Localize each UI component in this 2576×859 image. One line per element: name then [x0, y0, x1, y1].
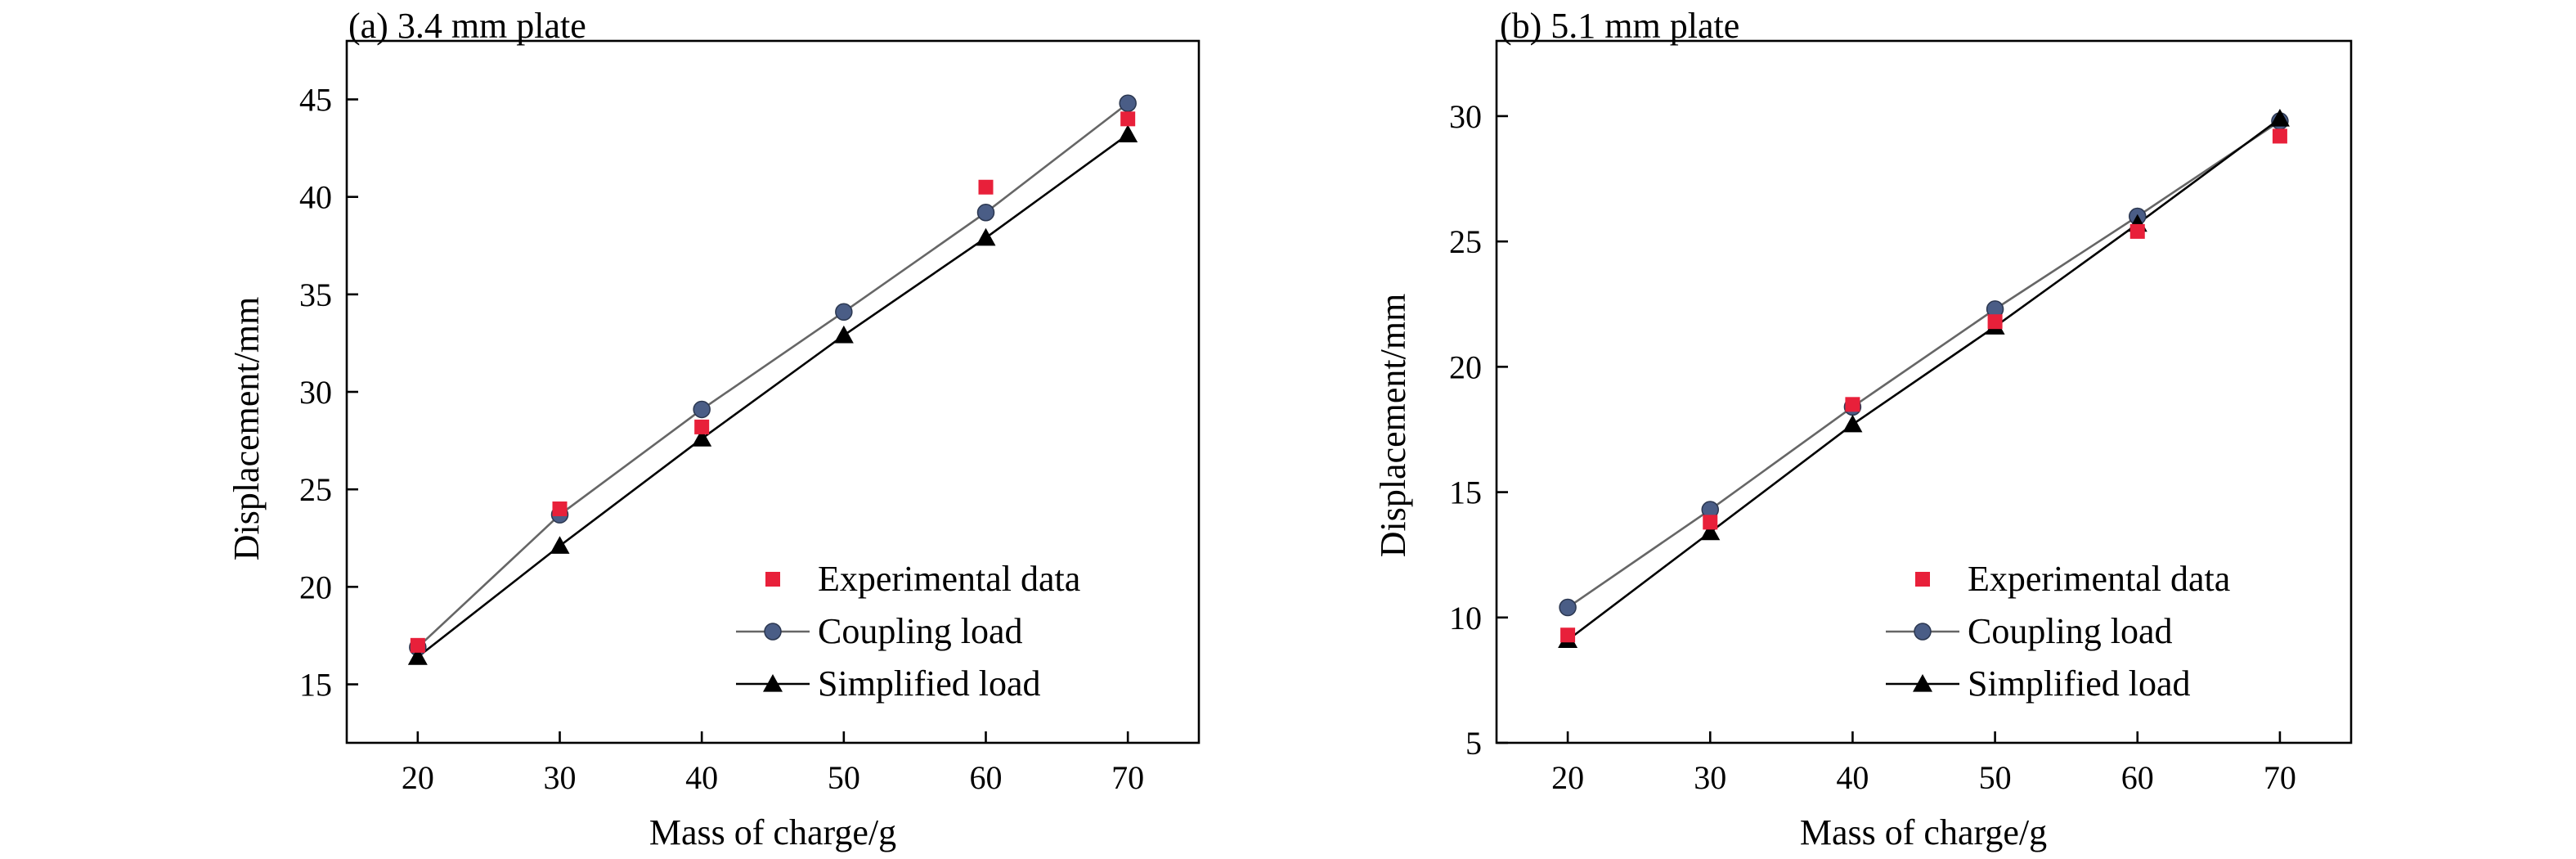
panel-b-coupling-load-line [1567, 119, 2281, 609]
panel-b-experimental-data-point [1987, 314, 2003, 330]
panel-b-title: (b) 5.1 mm plate [1500, 6, 1739, 46]
panel-a-x-tick-label: 70 [1111, 759, 1144, 796]
panel-a-legend-simplified-load-label: Simplified load [818, 663, 1041, 704]
panel-b-experimental-data-point [2272, 128, 2287, 144]
panel-a-simplified-load-point [833, 325, 854, 344]
panel-b-x-tick-label: 70 [2264, 759, 2296, 796]
panel-b-experimental-data-point [2129, 223, 2145, 239]
panel-b-legend-coupling-load-marker [1914, 623, 1932, 641]
panel-a-y-tick-label: 20 [299, 569, 332, 605]
panel-a-legend-coupling-load-label: Coupling load [818, 611, 1023, 651]
panel-a-coupling-load-point [976, 203, 995, 222]
panel-b-x-tick-label: 50 [1979, 759, 2012, 796]
panel-b-y-tick-label: 15 [1449, 474, 1482, 511]
panel-a-y-tick-label: 25 [299, 471, 332, 508]
panel-a-simplified-load-point [407, 647, 428, 665]
panel-a-title: (a) 3.4 mm plate [348, 6, 586, 46]
panel-b-x-tick-label: 60 [2121, 759, 2154, 796]
panel-a-simplified-load-line [417, 133, 1129, 659]
panel-b-y-tick-label: 30 [1449, 98, 1482, 135]
panel-b-frame [1495, 39, 2353, 744]
panel-b-simplified-load-line [1567, 117, 2281, 641]
panel-b-xlabel: Mass of charge/g [1800, 812, 2047, 852]
panel-a-legend-experimental-data-marker [765, 572, 780, 587]
panel-a-legend-simplified-load-marker [763, 674, 783, 692]
panel-b-legend-experimental-data-marker [1915, 572, 1930, 587]
panel-b-experimental-data-point [1560, 627, 1576, 643]
panel-a-experimental-data-point [1120, 111, 1136, 127]
panel-a-simplified-load-point [692, 429, 712, 447]
panel-a-xlabel: Mass of charge/g [649, 812, 896, 852]
panel-b-ylabel: Displacement/mm [1373, 294, 1413, 558]
panel-b-y-tick-label: 10 [1449, 600, 1482, 636]
panel-a-y-tick-label: 15 [299, 667, 332, 704]
panel-a-y-tick-label: 45 [299, 82, 332, 119]
panel-b-y-tick-label: 20 [1449, 349, 1482, 385]
panel-a-x-tick-label: 50 [828, 759, 860, 796]
panel-a-simplified-load-point [976, 227, 996, 246]
panel-b-experimental-data-point [1703, 515, 1718, 530]
panel-a-simplified-load-point [550, 536, 570, 554]
panel-b-legend-simplified-load-label: Simplified load [1968, 663, 2191, 704]
panel-b: (b) 5.1 mm plate Mass of charge/g Displa… [1373, 6, 2353, 852]
panel-a-coupling-load-line [416, 102, 1129, 649]
panel-a-legend-experimental-data-label: Experimental data [818, 559, 1080, 599]
panel-a-ylabel: Displacement/mm [227, 297, 267, 561]
panel-b-simplified-load-point [1700, 522, 1721, 541]
panel-b-x-tick-label: 20 [1551, 759, 1584, 796]
panel-a-experimental-data-point [410, 637, 425, 653]
panel-a-y-tick-label: 30 [299, 374, 332, 411]
panel-a-legend-coupling-load-marker [764, 623, 782, 641]
panel-a-simplified-load-point [1118, 124, 1138, 142]
panel-a-coupling-load-point [835, 303, 853, 322]
panel-a-coupling-load-point [693, 400, 711, 419]
panel-a-y-tick-label: 40 [299, 179, 332, 216]
panel-b-experimental-data-point [1845, 397, 1860, 412]
panel-a-experimental-data-point [978, 179, 994, 195]
panel-b-coupling-load-point [1559, 598, 1577, 617]
panel-b-x-tick-label: 40 [1836, 759, 1869, 796]
panel-b-y-tick-label: 5 [1465, 725, 1482, 762]
panel-b-legend-experimental-data-label: Experimental data [1968, 559, 2230, 599]
panel-a-x-tick-label: 20 [402, 759, 434, 796]
panel-b-y-tick-label: 25 [1449, 223, 1482, 260]
panel-a-x-tick-label: 30 [544, 759, 577, 796]
panel-b-simplified-load-point [1842, 414, 1863, 433]
panel-b-x-tick-label: 30 [1694, 759, 1726, 796]
panel-a: (a) 3.4 mm plate Mass of charge/g Displa… [227, 6, 1200, 852]
panel-a-x-tick-label: 60 [970, 759, 1003, 796]
panel-b-legend-coupling-load-label: Coupling load [1968, 611, 2173, 651]
panel-a-x-tick-label: 40 [685, 759, 718, 796]
panel-b-legend-simplified-load-marker [1913, 674, 1932, 692]
panel-b-simplified-load-point [2269, 108, 2290, 127]
panel-a-y-tick-label: 35 [299, 277, 332, 313]
panel-a-coupling-load-point [1119, 94, 1137, 113]
panel-a-experimental-data-point [552, 501, 568, 516]
panel-a-experimental-data-point [694, 419, 710, 434]
